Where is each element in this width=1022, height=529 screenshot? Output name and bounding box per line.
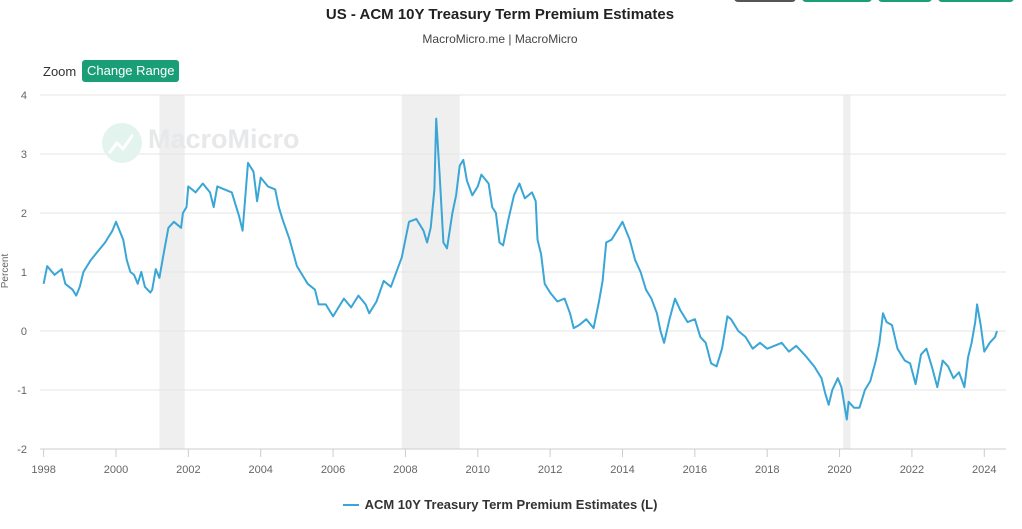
- change-range-button[interactable]: Change Range: [82, 60, 180, 82]
- y-tick-label: 4: [21, 90, 27, 102]
- x-tick-label: 2010: [466, 464, 490, 476]
- legend-item[interactable]: ACM 10Y Treasury Term Premium Estimates …: [0, 497, 1000, 512]
- top-toolbar-button-3[interactable]: [938, 0, 1014, 2]
- y-tick-label: -2: [17, 444, 27, 456]
- y-tick-label: -1: [17, 385, 27, 397]
- macromicro-logo-icon: [102, 123, 142, 163]
- chart-title: US - ACM 10Y Treasury Term Premium Estim…: [325, 6, 675, 23]
- x-tick-label: 2008: [393, 464, 417, 476]
- x-tick-label: 2024: [972, 464, 996, 476]
- axes: -2 -1 0 1 2 3 4 1998 2000 2002 2004 2006 2008 2010 201…: [17, 90, 1006, 476]
- x-tick-label: 2018: [755, 464, 779, 476]
- series-layer: [42, 117, 998, 421]
- watermark: MacroMicro: [148, 124, 300, 154]
- y-tick-label: 2: [21, 208, 27, 220]
- legend-label: ACM 10Y Treasury Term Premium Estimates …: [364, 497, 658, 512]
- x-tick-label: 2020: [827, 464, 851, 476]
- x-tick-label: 2004: [248, 464, 272, 476]
- x-tick-label: 2012: [538, 464, 562, 476]
- x-tick-label: 2014: [610, 464, 634, 476]
- top-toolbar-button-1[interactable]: [802, 0, 872, 2]
- chart-subtitle: MacroMicro.me | MacroMicro: [422, 32, 578, 46]
- series-line: [42, 117, 998, 421]
- y-tick-label: 0: [21, 326, 27, 338]
- x-tick-label: 1998: [31, 464, 55, 476]
- x-tick-label: 2002: [176, 464, 200, 476]
- y-tick-label: 1: [21, 267, 27, 279]
- x-tick-label: 2022: [900, 464, 924, 476]
- x-tick-label: 2000: [104, 464, 128, 476]
- top-toolbar-button-2[interactable]: [878, 0, 932, 2]
- x-tick-label: 2016: [683, 464, 707, 476]
- y-tick-label: 3: [21, 149, 27, 161]
- x-tick-label: 2006: [321, 464, 345, 476]
- top-toolbar-button-dark[interactable]: [734, 0, 796, 2]
- y-axis-title: Percent: [0, 254, 11, 289]
- zoom-label: Zoom: [43, 64, 77, 79]
- legend-swatch: [342, 503, 359, 506]
- top-toolbar: [734, 0, 1014, 2]
